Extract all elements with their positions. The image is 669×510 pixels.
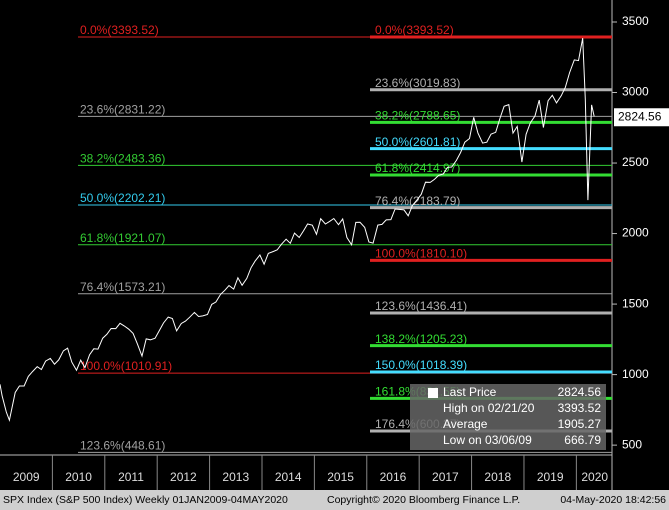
- fib-label: 38.2%(2788.65): [375, 108, 460, 122]
- y-tick-label: 1500: [622, 296, 649, 310]
- x-tick-label: 2013: [222, 470, 249, 484]
- legend-swatch: [428, 388, 438, 398]
- footer-bar: [0, 490, 669, 510]
- footer-left: SPX Index (S&P 500 Index) Weekly 01JAN20…: [3, 494, 288, 506]
- footer-middle: Copyright© 2020 Bloomberg Finance L.P.: [327, 494, 520, 506]
- x-tick-label: 2018: [484, 470, 511, 484]
- price-line: [0, 38, 595, 422]
- legend-label: Last Price: [443, 385, 497, 399]
- fib-label: 76.4%(2183.79): [375, 194, 460, 208]
- y-tick-label: 1000: [622, 367, 649, 381]
- x-tick-label: 2016: [380, 470, 407, 484]
- legend-value: 3393.52: [558, 401, 602, 415]
- last-price-tag: [614, 108, 669, 127]
- y-tick-label: 500: [622, 437, 642, 451]
- legend-box: [410, 384, 606, 450]
- y-tick-label: 2000: [622, 226, 649, 240]
- legend-label: Average: [443, 417, 488, 431]
- legend-value: 666.79: [564, 433, 601, 447]
- last-price-text: 2824.56: [618, 109, 662, 123]
- x-tick-label: 2011: [118, 470, 144, 484]
- fib-label: 123.6%(448.61): [80, 439, 165, 453]
- fib-label: 61.8%(2414.97): [375, 161, 460, 175]
- y-tick-label: 3500: [622, 14, 649, 28]
- fib-label: 123.6%(1436.41): [375, 299, 467, 313]
- fib-label: 50.0%(2601.81): [375, 135, 460, 149]
- x-tick-label: 2015: [327, 470, 354, 484]
- x-tick-label: 2010: [65, 470, 92, 484]
- x-tick-label: 2012: [170, 470, 197, 484]
- fib-label: 150.0%(1018.39): [375, 358, 467, 372]
- fib-label: 0.0%(3393.52): [375, 23, 454, 37]
- footer-right: 04-May-2020 18:42:56: [560, 494, 666, 506]
- legend-label: Low on 03/06/09: [443, 433, 532, 447]
- fib-label: 76.4%(1573.21): [80, 280, 165, 294]
- x-tick-label: 2009: [13, 470, 40, 484]
- x-tick-label: 2020: [581, 470, 608, 484]
- fib-label: 100.0%(1810.10): [375, 247, 467, 261]
- x-tick-label: 2014: [275, 470, 302, 484]
- fib-label: 38.2%(2483.36): [80, 152, 165, 166]
- fib-label: 61.8%(1921.07): [80, 231, 165, 245]
- fib-label: 100.0%(1010.91): [80, 359, 172, 373]
- x-tick-label: 2019: [537, 470, 564, 484]
- fib-label: 138.2%(1205.23): [375, 332, 467, 346]
- y-tick-label: 3000: [622, 85, 649, 99]
- fib-label: 23.6%(3019.83): [375, 76, 460, 90]
- legend-value: 2824.56: [558, 385, 602, 399]
- legend-label: High on 02/21/20: [443, 401, 535, 415]
- fib-label: 23.6%(2831.22): [80, 102, 165, 116]
- fib-label: 0.0%(3393.52): [80, 23, 159, 37]
- y-tick-label: 2500: [622, 155, 649, 169]
- legend-value: 1905.27: [558, 417, 602, 431]
- fib-label: 50.0%(2202.21): [80, 191, 165, 205]
- x-tick-label: 2017: [432, 470, 459, 484]
